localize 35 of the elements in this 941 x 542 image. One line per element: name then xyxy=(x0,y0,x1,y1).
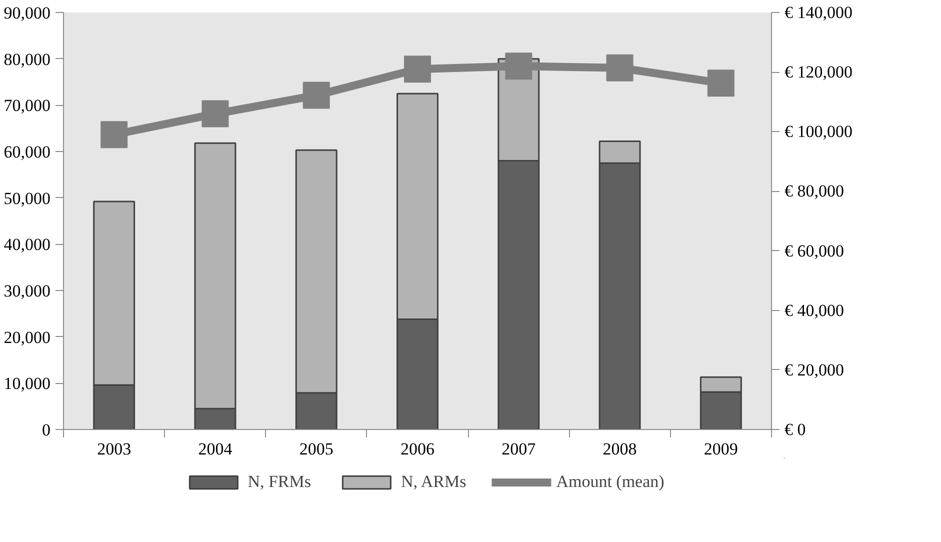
point xyxy=(100,121,128,148)
point xyxy=(505,52,532,80)
y2-tick-label: € 100,000 xyxy=(784,122,852,142)
x-tick-label: 2006 xyxy=(400,440,434,458)
y-tick-label: 80,000 xyxy=(4,50,50,69)
y2-tick-label: € 80,000 xyxy=(784,182,844,201)
y2-tick-label: € 20,000 xyxy=(784,360,844,380)
y2-tick-label: € 120,000 xyxy=(784,62,852,82)
y-tick-label: 30,000 xyxy=(4,282,50,300)
y2-tick-label: € 40,000 xyxy=(784,300,844,320)
y-tick-label: 20,000 xyxy=(4,328,50,347)
point xyxy=(202,100,229,128)
point xyxy=(707,70,734,97)
y-tick-label: 0 xyxy=(42,420,50,440)
legend-label: N, ARMs xyxy=(401,472,466,492)
y2-tick-label: € 140,000 xyxy=(784,3,852,22)
legend-label: N, FRMs xyxy=(248,472,312,492)
y-tick-label: 50,000 xyxy=(4,188,50,208)
y-tick-label: 60,000 xyxy=(4,142,50,162)
legend-label: Amount (mean) xyxy=(556,472,664,492)
point xyxy=(606,54,634,82)
point xyxy=(404,56,431,83)
y-tick-label: 90,000 xyxy=(4,4,50,22)
x-tick-label: 2003 xyxy=(97,440,132,458)
y-tick-label: 10,000 xyxy=(4,374,50,394)
x-tick-label: 2008 xyxy=(602,440,637,458)
x-tick-label: 2007 xyxy=(502,440,536,458)
x-tick-label: 2009 xyxy=(704,440,738,458)
y-tick-label: 70,000 xyxy=(4,96,50,116)
x-tick-label: 2004 xyxy=(198,440,233,458)
y-tick-label: 40,000 xyxy=(4,235,50,254)
y2-tick-label: € 0 xyxy=(784,420,806,439)
y2-tick-label: € 60,000 xyxy=(784,241,844,260)
point xyxy=(302,82,330,109)
x-tick-label: 2005 xyxy=(299,440,334,458)
